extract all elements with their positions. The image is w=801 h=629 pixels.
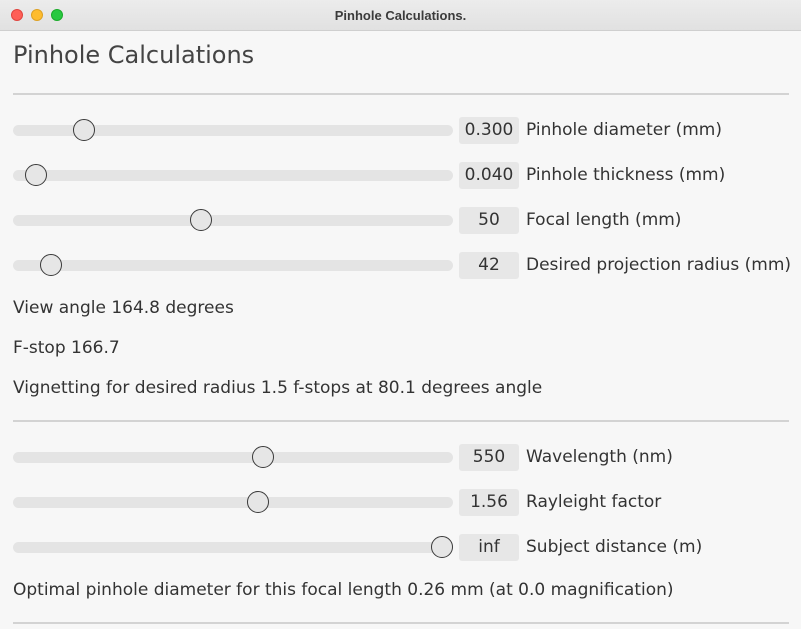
title-bar: Pinhole Calculations. — [0, 0, 801, 31]
vignetting-text: Vignetting for desired radius 1.5 f-stop… — [13, 378, 543, 398]
subject-distance-label: Subject distance (m) — [526, 537, 703, 557]
slider-thumb[interactable] — [251, 446, 274, 468]
subject-distance-slider[interactable] — [13, 536, 453, 558]
pinhole-thickness-label: Pinhole thickness (mm) — [526, 165, 726, 185]
divider — [13, 93, 789, 95]
wavelength-label: Wavelength (nm) — [526, 447, 673, 467]
pinhole-thickness-slider[interactable] — [13, 164, 453, 186]
f-stop-text: F-stop 166.7 — [13, 338, 120, 358]
wavelength-slider[interactable] — [13, 446, 453, 468]
view-angle-text: View angle 164.8 degrees — [13, 298, 234, 318]
projection-radius-value[interactable]: 42 — [459, 252, 519, 279]
rayleigh-factor-value[interactable]: 1.56 — [459, 489, 519, 516]
divider — [13, 420, 789, 422]
projection-radius-label: Desired projection radius (mm) — [526, 255, 792, 275]
focal-length-slider[interactable] — [13, 209, 453, 231]
slider-thumb[interactable] — [39, 254, 62, 276]
projection-radius-slider[interactable] — [13, 254, 453, 276]
pinhole-diameter-label: Pinhole diameter (mm) — [526, 120, 722, 140]
wavelength-value[interactable]: 550 — [459, 444, 519, 471]
slider-thumb[interactable] — [190, 209, 213, 231]
slider-thumb[interactable] — [247, 491, 270, 513]
subject-distance-value[interactable]: inf — [459, 534, 519, 561]
slider-thumb[interactable] — [25, 164, 48, 186]
minimize-window-button[interactable] — [31, 9, 43, 21]
optimal-diameter-text: Optimal pinhole diameter for this focal … — [13, 580, 674, 600]
focal-length-label: Focal length (mm) — [526, 210, 682, 230]
close-window-button[interactable] — [11, 9, 23, 21]
page-title: Pinhole Calculations — [13, 41, 255, 69]
rayleigh-factor-slider[interactable] — [13, 491, 453, 513]
divider — [13, 622, 789, 624]
rayleigh-factor-label: Rayleight factor — [526, 492, 662, 512]
pinhole-thickness-value[interactable]: 0.040 — [459, 162, 519, 189]
zoom-window-button[interactable] — [51, 9, 63, 21]
slider-thumb[interactable] — [73, 119, 96, 141]
focal-length-value[interactable]: 50 — [459, 207, 519, 234]
pinhole-diameter-value[interactable]: 0.300 — [459, 117, 519, 144]
window-title: Pinhole Calculations. — [334, 8, 467, 23]
slider-thumb[interactable] — [431, 536, 453, 558]
pinhole-diameter-slider[interactable] — [13, 119, 453, 141]
